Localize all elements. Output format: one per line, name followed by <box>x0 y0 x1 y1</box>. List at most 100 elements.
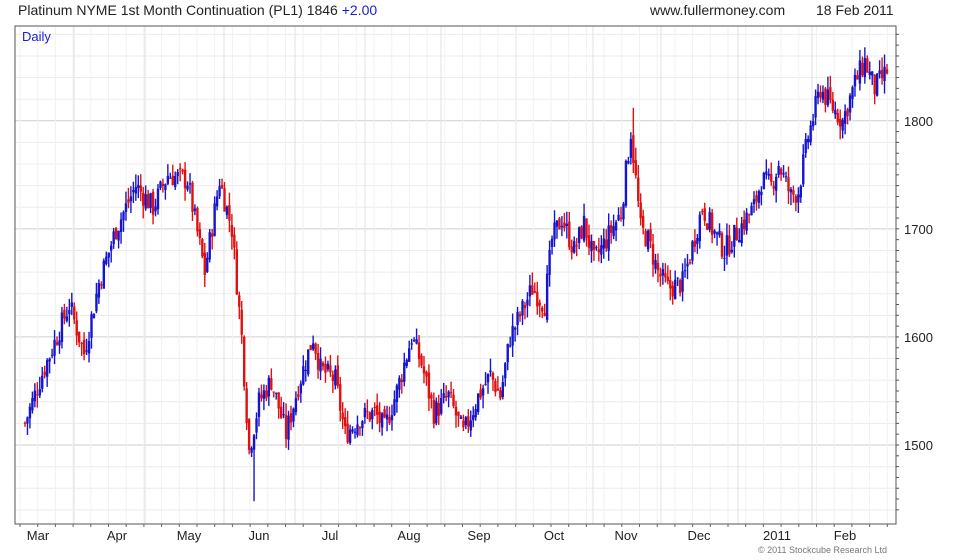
candle-up-body <box>294 398 298 413</box>
candle-down-body <box>580 226 583 239</box>
candle-up-body <box>555 220 559 227</box>
candle-up-body <box>60 312 64 342</box>
x-tick-label: Dec <box>687 528 711 543</box>
candle-down-body <box>235 249 239 295</box>
candle-up-body <box>501 382 504 397</box>
candle-down-body <box>499 390 502 399</box>
candle-up-body <box>267 377 271 397</box>
candle-down-body <box>836 112 839 123</box>
copyright-notice: © 2011 Stockcube Research Ltd <box>758 545 888 555</box>
candle-up-body <box>48 358 51 362</box>
candle-down-body <box>358 427 362 429</box>
candle-up-body <box>577 227 581 244</box>
candle-up-body <box>545 273 549 321</box>
candle-down-body <box>538 302 541 306</box>
candle-up-body <box>814 96 817 118</box>
candle-down-body <box>171 175 174 186</box>
candle-up-body <box>600 245 603 255</box>
candle-up-body <box>26 417 29 424</box>
candle-up-body <box>252 435 256 450</box>
candle-down-body <box>639 202 642 219</box>
candle-down-body <box>597 249 601 253</box>
candle-down-body <box>240 309 243 335</box>
candle-up-body <box>740 223 743 244</box>
candle-up-body <box>287 415 290 440</box>
candle-up-body <box>752 199 756 205</box>
candle-down-body <box>444 396 448 398</box>
candle-up-body <box>472 415 475 421</box>
x-tick-label: Apr <box>107 528 128 543</box>
candle-up-body <box>841 119 844 131</box>
price-change: +2.00 <box>341 2 378 18</box>
candle-up-body <box>134 187 138 194</box>
candle-down-body <box>191 182 194 212</box>
candle-up-body <box>124 203 128 212</box>
candle-down-body <box>220 184 224 188</box>
candle-down-body <box>223 188 226 212</box>
chart-header: Platinum NYME 1st Month Continuation (PL… <box>0 0 980 22</box>
candle-up-body <box>698 214 702 242</box>
candle-down-body <box>641 215 645 228</box>
candle-up-body <box>112 231 115 245</box>
candle-down-body <box>284 415 288 439</box>
candle-down-body <box>541 307 544 312</box>
candle-down-body <box>861 62 864 76</box>
candle-up-body <box>380 413 384 428</box>
candle-down-body <box>619 217 623 219</box>
candle-up-body <box>215 196 219 207</box>
candle-up-body <box>762 173 766 190</box>
candle-down-body <box>634 160 637 176</box>
candle-up-body <box>782 173 785 175</box>
candle-down-body <box>664 273 667 278</box>
candle-up-body <box>863 58 867 78</box>
candle-down-body <box>343 417 347 427</box>
candle-up-body <box>624 160 628 206</box>
candle-up-body <box>459 416 463 419</box>
candle-down-body <box>533 290 537 293</box>
candle-down-body <box>417 342 421 360</box>
candle-up-body <box>868 71 871 75</box>
candle-down-body <box>73 306 76 320</box>
candle-down-body <box>100 284 103 286</box>
candle-up-body <box>725 235 729 256</box>
candle-up-body <box>225 206 229 216</box>
candle-down-body <box>831 99 835 111</box>
candle-down-body <box>373 407 376 409</box>
candle-up-body <box>654 260 657 269</box>
candle-down-body <box>720 233 724 257</box>
x-tick-label: Feb <box>834 528 856 543</box>
candle-down-body <box>866 58 869 73</box>
candle-down-body <box>592 241 596 250</box>
candle-down-body <box>43 371 46 376</box>
candle-up-body <box>363 408 367 418</box>
candle-down-body <box>659 273 662 277</box>
candle-up-body <box>442 393 445 398</box>
candle-down-body <box>430 394 433 399</box>
candle-down-body <box>452 394 455 407</box>
candle-up-body <box>282 414 285 416</box>
candle-down-body <box>570 246 573 253</box>
candle-down-body <box>671 285 674 297</box>
candle-up-body <box>691 241 694 261</box>
candle-up-body <box>319 358 322 372</box>
candle-down-body <box>80 342 83 344</box>
candle-layer <box>23 47 889 502</box>
website-link[interactable]: www.fullermoney.com <box>650 2 786 18</box>
candle-down-body <box>400 379 404 382</box>
candle-up-body <box>806 138 810 143</box>
candle-up-body <box>31 398 34 411</box>
candle-up-body <box>351 429 354 432</box>
x-tick-label: Aug <box>397 528 420 543</box>
candle-up-body <box>176 172 179 177</box>
candle-up-body <box>809 125 812 143</box>
candle-down-body <box>651 244 655 265</box>
candle-up-body <box>110 245 113 251</box>
candle-up-body <box>784 176 788 178</box>
candle-up-body <box>713 230 716 234</box>
candle-down-body <box>161 183 165 186</box>
candle-up-body <box>117 230 120 241</box>
candle-down-body <box>543 312 546 317</box>
candle-up-body <box>797 194 800 203</box>
candle-down-body <box>260 394 263 399</box>
candle-down-body <box>880 69 884 79</box>
